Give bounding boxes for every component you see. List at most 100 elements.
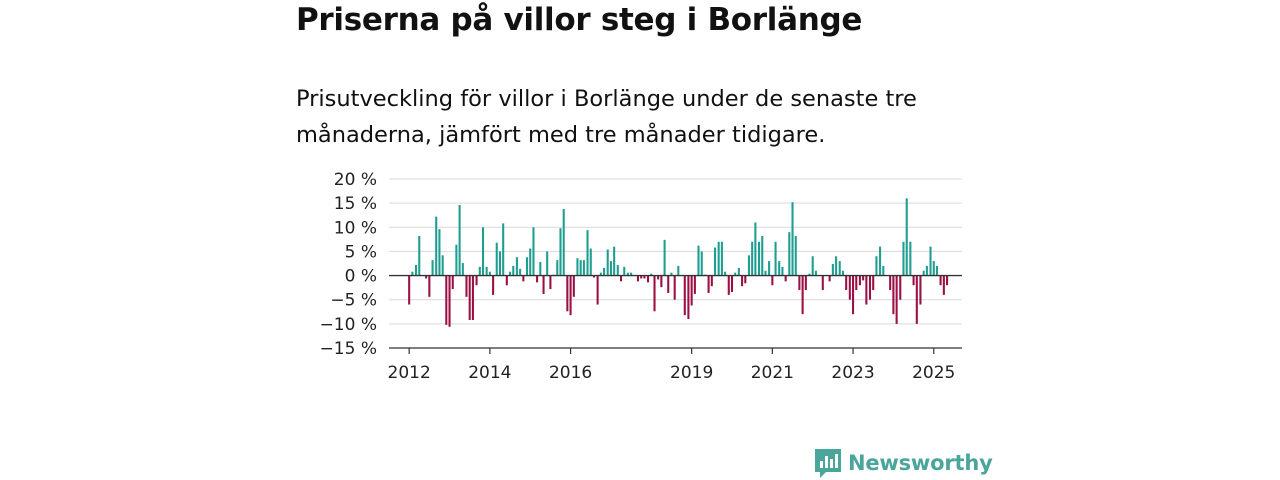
- bar: [623, 266, 626, 276]
- bar: [663, 239, 666, 276]
- x-tick-label: 2025: [912, 363, 955, 383]
- bar: [868, 275, 872, 300]
- bar: [808, 273, 811, 276]
- bar: [441, 255, 444, 276]
- bar: [596, 275, 599, 305]
- bar: [899, 275, 902, 300]
- bar: [855, 275, 858, 291]
- bar: [932, 261, 935, 276]
- bar: [737, 267, 740, 276]
- y-tick-label: 10 %: [334, 218, 377, 238]
- bar: [905, 198, 908, 276]
- chart-subtitle: Prisutveckling för villor i Borlänge und…: [296, 86, 917, 148]
- bar: [791, 202, 794, 276]
- bar: [677, 265, 680, 276]
- bar: [865, 275, 868, 305]
- bar: [804, 275, 807, 291]
- bar: [727, 275, 730, 295]
- bar: [862, 275, 865, 281]
- bar: [458, 205, 461, 276]
- bar: [798, 275, 801, 291]
- bar: [835, 256, 838, 276]
- bar: [741, 275, 744, 287]
- bar: [613, 246, 616, 276]
- bar: [495, 242, 498, 276]
- bar: [784, 275, 787, 282]
- bar: [559, 228, 562, 276]
- bar: [838, 261, 841, 276]
- bar: [774, 241, 777, 276]
- bar: [670, 272, 673, 276]
- bar: [455, 244, 458, 276]
- bar: [724, 271, 727, 276]
- bar: [915, 275, 918, 324]
- bar: [801, 275, 804, 315]
- bar: [468, 275, 471, 320]
- bar: [650, 273, 653, 276]
- bar: [428, 275, 431, 297]
- bar: [828, 275, 831, 282]
- chart-title: Priserna på villor steg i Borlänge: [296, 2, 863, 38]
- bar: [414, 264, 418, 276]
- bar: [811, 256, 814, 276]
- bar: [751, 241, 754, 276]
- bar: [599, 272, 602, 276]
- bar: [919, 275, 922, 305]
- bar: [448, 275, 451, 327]
- bar: [515, 257, 518, 276]
- bar: [683, 275, 686, 316]
- bar: [461, 263, 464, 276]
- bar: [582, 260, 585, 276]
- bar: [794, 235, 797, 276]
- bar: [720, 241, 723, 276]
- bar: [909, 241, 912, 276]
- bar: [771, 275, 774, 286]
- bar: [700, 251, 703, 276]
- bar: [841, 270, 844, 276]
- bar: [697, 245, 700, 276]
- bar: [814, 270, 817, 276]
- bar: [425, 275, 428, 279]
- bar: [929, 246, 932, 276]
- bar: [542, 275, 545, 294]
- bar-chart: 20 % 15 % 10 % 5 % 0 % −5 % −10 % −15 % 2012 2014…: [320, 170, 962, 383]
- bar: [764, 270, 767, 276]
- bar: [768, 261, 771, 276]
- bar: [912, 275, 915, 286]
- bar: [445, 275, 448, 325]
- bar: [536, 275, 539, 283]
- bar: [418, 235, 421, 276]
- bar: [875, 256, 878, 276]
- x-tick-label: 2016: [549, 363, 592, 383]
- bar: [498, 251, 502, 276]
- x-tick-label: 2021: [751, 363, 794, 383]
- bar: [556, 260, 559, 276]
- bar: [845, 275, 848, 291]
- y-tick-label: 5 %: [345, 242, 377, 262]
- bar: [616, 264, 619, 276]
- bar: [485, 266, 488, 276]
- label-layer: 20 % 15 % 10 % 5 % 0 % −5 % −10 % −15 % 2012 2014…: [320, 170, 956, 383]
- bar: [882, 265, 885, 276]
- bar: [539, 262, 542, 276]
- bar: [630, 272, 633, 276]
- bar: [747, 255, 750, 276]
- y-tick-label: −10 %: [320, 315, 377, 335]
- brand[interactable]: Newsworthy: [814, 446, 993, 480]
- bar: [619, 275, 623, 282]
- bar: [892, 275, 895, 315]
- bar: [478, 266, 481, 276]
- bar: [667, 275, 670, 293]
- bar: [408, 275, 411, 305]
- bar: [925, 265, 928, 276]
- bar: [734, 272, 737, 276]
- x-tick-label: 2012: [388, 363, 431, 383]
- bar: [502, 223, 505, 276]
- bar: [687, 275, 690, 320]
- bar: [821, 275, 824, 291]
- bar: [529, 248, 532, 276]
- bar: [481, 227, 485, 276]
- bar: [902, 241, 905, 276]
- bar: [744, 275, 747, 284]
- bar: [889, 275, 892, 291]
